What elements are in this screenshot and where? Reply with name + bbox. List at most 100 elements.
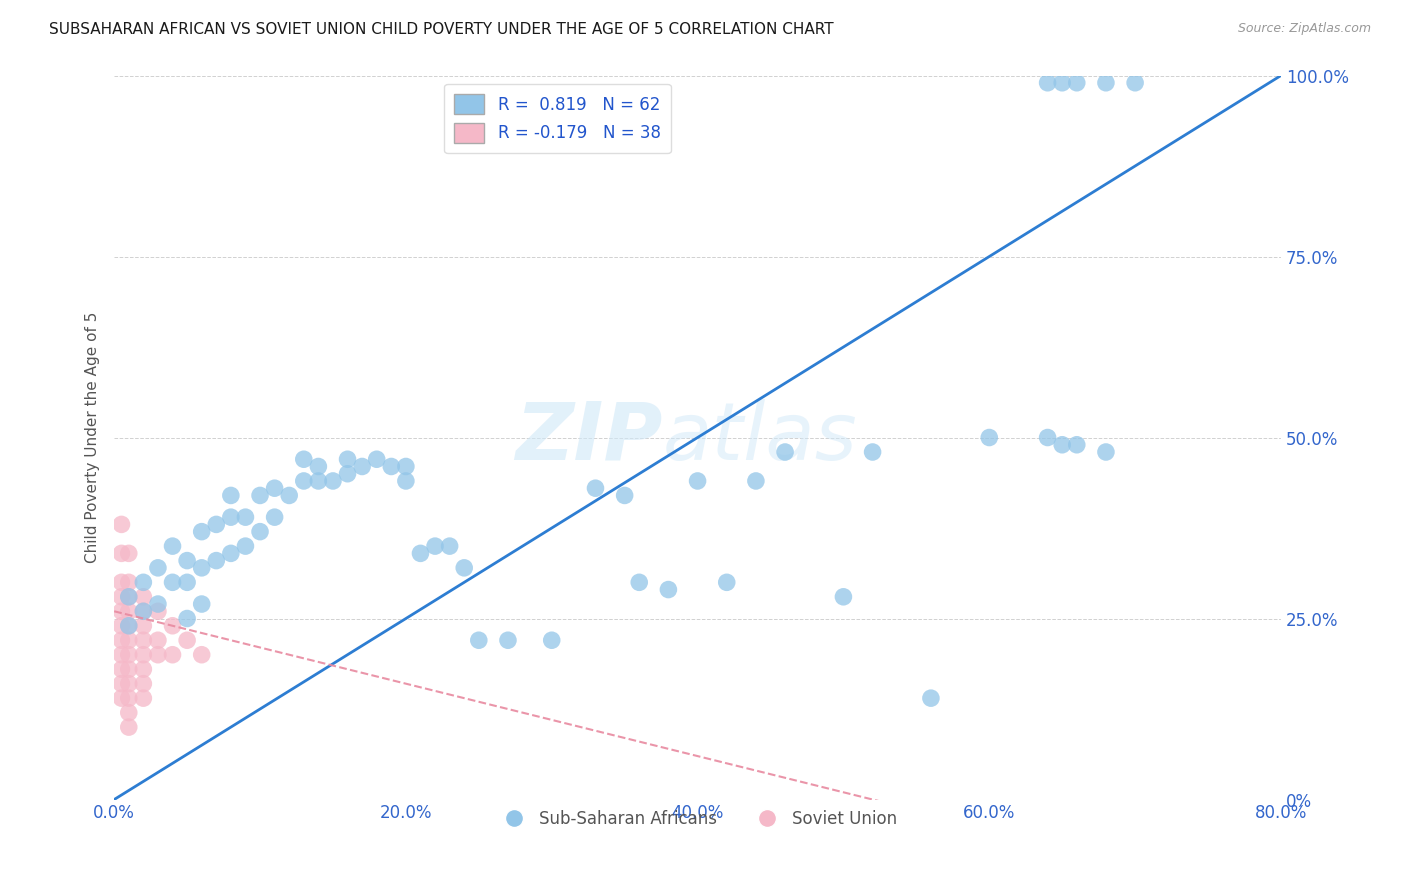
Point — [832, 590, 855, 604]
Point — [292, 474, 315, 488]
Text: SUBSAHARAN AFRICAN VS SOVIET UNION CHILD POVERTY UNDER THE AGE OF 5 CORRELATION : SUBSAHARAN AFRICAN VS SOVIET UNION CHILD… — [49, 22, 834, 37]
Text: Source: ZipAtlas.com: Source: ZipAtlas.com — [1237, 22, 1371, 36]
Point — [628, 575, 651, 590]
Point — [1050, 76, 1073, 90]
Point — [613, 488, 636, 502]
Point — [336, 467, 359, 481]
Point — [132, 604, 155, 618]
Point — [132, 575, 155, 590]
Point — [336, 452, 359, 467]
Point — [132, 590, 155, 604]
Point — [110, 546, 132, 560]
Point — [380, 459, 402, 474]
Point — [307, 474, 329, 488]
Point — [249, 524, 271, 539]
Point — [862, 445, 884, 459]
Point — [118, 604, 141, 618]
Point — [423, 539, 446, 553]
Point — [110, 619, 132, 633]
Point — [1123, 76, 1146, 90]
Point — [219, 510, 242, 524]
Point — [292, 452, 315, 467]
Point — [686, 474, 709, 488]
Point — [132, 662, 155, 676]
Point — [716, 575, 738, 590]
Point — [1095, 445, 1118, 459]
Point — [395, 459, 418, 474]
Point — [118, 662, 141, 676]
Y-axis label: Child Poverty Under the Age of 5: Child Poverty Under the Age of 5 — [86, 312, 100, 563]
Point — [118, 720, 141, 734]
Point — [118, 619, 141, 633]
Point — [1050, 438, 1073, 452]
Point — [132, 604, 155, 618]
Point — [190, 648, 212, 662]
Point — [110, 517, 132, 532]
Point — [146, 633, 169, 648]
Point — [132, 619, 155, 633]
Point — [1095, 76, 1118, 90]
Point — [496, 633, 519, 648]
Point — [745, 474, 768, 488]
Point — [176, 611, 198, 625]
Point — [540, 633, 562, 648]
Point — [585, 481, 607, 495]
Text: atlas: atlas — [662, 399, 858, 476]
Point — [146, 648, 169, 662]
Point — [263, 481, 285, 495]
Point — [118, 590, 141, 604]
Point — [453, 561, 475, 575]
Point — [352, 459, 374, 474]
Point — [219, 546, 242, 560]
Point — [235, 539, 257, 553]
Point — [118, 575, 141, 590]
Point — [162, 539, 184, 553]
Point — [409, 546, 432, 560]
Point — [118, 633, 141, 648]
Point — [190, 561, 212, 575]
Point — [1036, 430, 1059, 444]
Point — [176, 633, 198, 648]
Point — [110, 590, 132, 604]
Point — [657, 582, 679, 597]
Point — [132, 633, 155, 648]
Point — [219, 488, 242, 502]
Point — [146, 561, 169, 575]
Point — [205, 517, 228, 532]
Point — [162, 619, 184, 633]
Point — [118, 590, 141, 604]
Point — [118, 676, 141, 690]
Point — [773, 445, 796, 459]
Point — [132, 648, 155, 662]
Point — [176, 575, 198, 590]
Point — [118, 648, 141, 662]
Legend: Sub-Saharan Africans, Soviet Union: Sub-Saharan Africans, Soviet Union — [491, 804, 904, 835]
Point — [118, 546, 141, 560]
Point — [110, 648, 132, 662]
Point — [110, 575, 132, 590]
Point — [468, 633, 491, 648]
Point — [146, 597, 169, 611]
Point — [307, 459, 329, 474]
Point — [249, 488, 271, 502]
Point — [110, 633, 132, 648]
Point — [110, 604, 132, 618]
Point — [162, 575, 184, 590]
Point — [132, 691, 155, 706]
Point — [146, 604, 169, 618]
Point — [110, 662, 132, 676]
Point — [1036, 76, 1059, 90]
Point — [132, 676, 155, 690]
Point — [110, 691, 132, 706]
Point — [118, 619, 141, 633]
Point — [176, 553, 198, 567]
Point — [263, 510, 285, 524]
Point — [190, 524, 212, 539]
Point — [278, 488, 301, 502]
Point — [366, 452, 388, 467]
Point — [118, 706, 141, 720]
Point — [205, 553, 228, 567]
Point — [162, 648, 184, 662]
Point — [920, 691, 942, 706]
Point — [1066, 76, 1088, 90]
